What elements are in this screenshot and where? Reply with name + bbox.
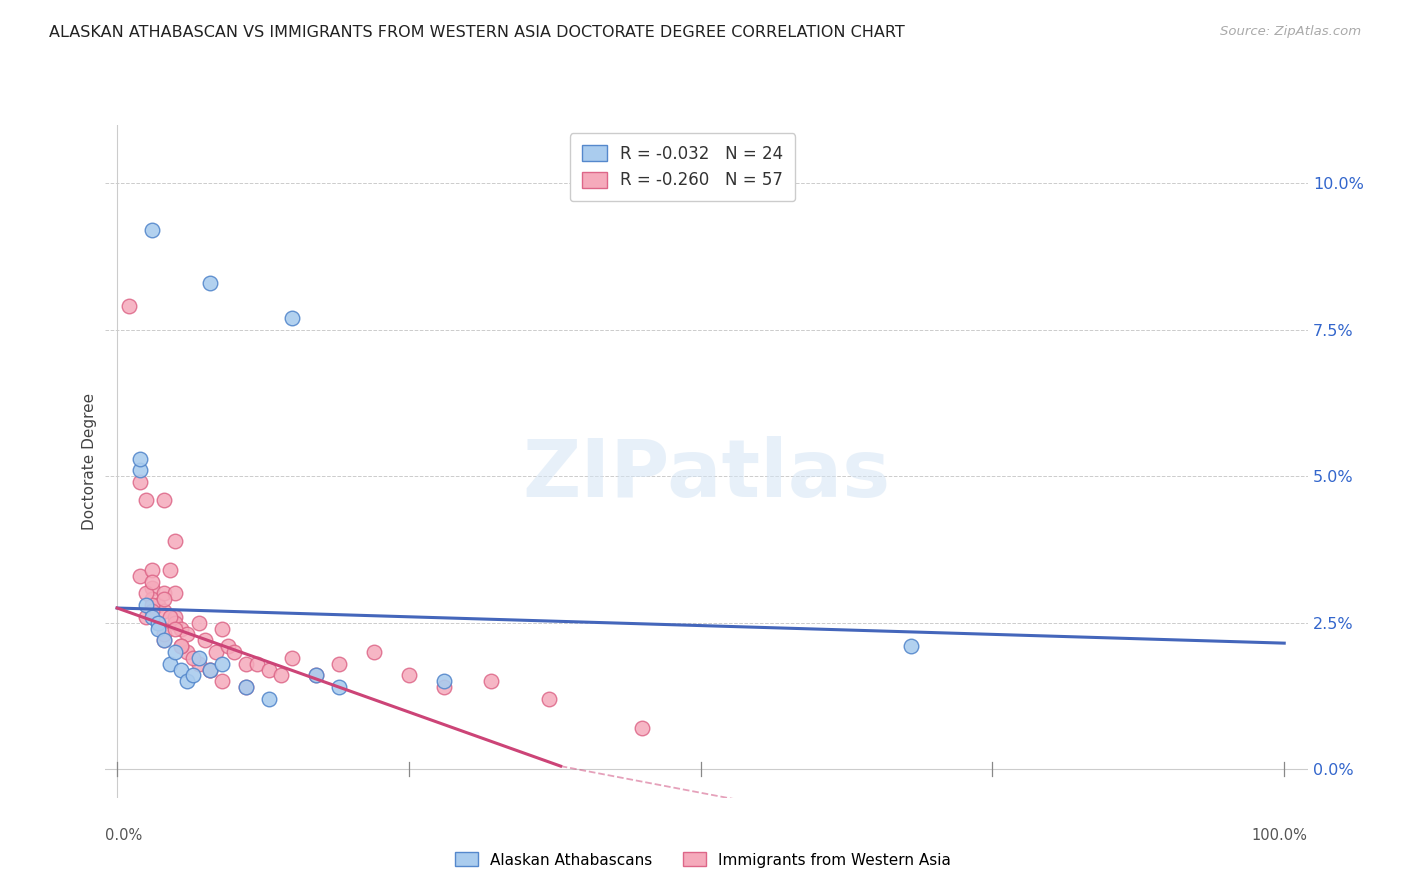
- Point: [187, 615, 209, 630]
- Point: [187, 657, 209, 671]
- Point: [194, 633, 217, 648]
- Point: [165, 622, 187, 636]
- Point: [176, 645, 198, 659]
- Point: [222, 645, 245, 659]
- Point: [146, 615, 169, 630]
- Point: [165, 533, 187, 548]
- Point: [304, 668, 326, 682]
- Point: [170, 622, 193, 636]
- Point: [211, 622, 233, 636]
- Point: [246, 657, 269, 671]
- Point: [129, 475, 152, 489]
- Point: [153, 633, 176, 648]
- Point: [328, 680, 350, 694]
- Point: [165, 615, 187, 630]
- Point: [176, 674, 198, 689]
- Point: [181, 650, 204, 665]
- Point: [141, 592, 163, 607]
- Point: [153, 604, 176, 618]
- Point: [153, 627, 176, 641]
- Point: [187, 650, 209, 665]
- Point: [141, 223, 163, 237]
- Point: [146, 598, 169, 612]
- Point: [433, 674, 456, 689]
- Point: [398, 668, 420, 682]
- Point: [165, 645, 187, 659]
- Point: [363, 645, 385, 659]
- Point: [479, 674, 502, 689]
- Point: [281, 311, 304, 326]
- Point: [135, 492, 157, 507]
- Point: [153, 633, 176, 648]
- Point: [159, 609, 181, 624]
- Point: [270, 668, 292, 682]
- Point: [165, 586, 187, 600]
- Point: [129, 451, 152, 466]
- Point: [257, 663, 280, 677]
- Point: [200, 663, 222, 677]
- Point: [200, 663, 222, 677]
- Point: [235, 680, 257, 694]
- Point: [170, 663, 193, 677]
- Point: [328, 657, 350, 671]
- Point: [217, 639, 239, 653]
- Point: [537, 691, 560, 706]
- Point: [200, 663, 222, 677]
- Point: [159, 657, 181, 671]
- Point: [631, 721, 654, 735]
- Point: [135, 609, 157, 624]
- Point: [257, 691, 280, 706]
- Point: [200, 276, 222, 290]
- Point: [235, 657, 257, 671]
- Point: [159, 563, 181, 577]
- Point: [141, 563, 163, 577]
- Point: [146, 622, 169, 636]
- Text: ZIPatlas: ZIPatlas: [523, 436, 890, 514]
- Point: [153, 586, 176, 600]
- Point: [135, 598, 157, 612]
- Point: [141, 574, 163, 589]
- Point: [135, 586, 157, 600]
- Point: [141, 598, 163, 612]
- Point: [146, 615, 169, 630]
- Point: [205, 645, 228, 659]
- Legend: R = -0.032   N = 24, R = -0.260   N = 57: R = -0.032 N = 24, R = -0.260 N = 57: [569, 133, 794, 201]
- Text: 100.0%: 100.0%: [1251, 828, 1308, 843]
- Point: [170, 639, 193, 653]
- Point: [141, 609, 163, 624]
- Point: [129, 569, 152, 583]
- Point: [181, 668, 204, 682]
- Point: [141, 581, 163, 595]
- Point: [281, 650, 304, 665]
- Point: [141, 604, 163, 618]
- Point: [118, 300, 141, 314]
- Point: [153, 492, 176, 507]
- Point: [304, 668, 326, 682]
- Point: [900, 639, 922, 653]
- Point: [176, 627, 198, 641]
- Text: Source: ZipAtlas.com: Source: ZipAtlas.com: [1220, 25, 1361, 38]
- Point: [433, 680, 456, 694]
- Text: 0.0%: 0.0%: [105, 828, 142, 843]
- Point: [170, 639, 193, 653]
- Point: [129, 463, 152, 477]
- Text: ALASKAN ATHABASCAN VS IMMIGRANTS FROM WESTERN ASIA DOCTORATE DEGREE CORRELATION : ALASKAN ATHABASCAN VS IMMIGRANTS FROM WE…: [49, 25, 905, 40]
- Point: [211, 657, 233, 671]
- Point: [153, 592, 176, 607]
- Point: [235, 680, 257, 694]
- Point: [211, 674, 233, 689]
- Legend: Alaskan Athabascans, Immigrants from Western Asia: Alaskan Athabascans, Immigrants from Wes…: [449, 847, 957, 873]
- Point: [165, 609, 187, 624]
- Y-axis label: Doctorate Degree: Doctorate Degree: [82, 393, 97, 530]
